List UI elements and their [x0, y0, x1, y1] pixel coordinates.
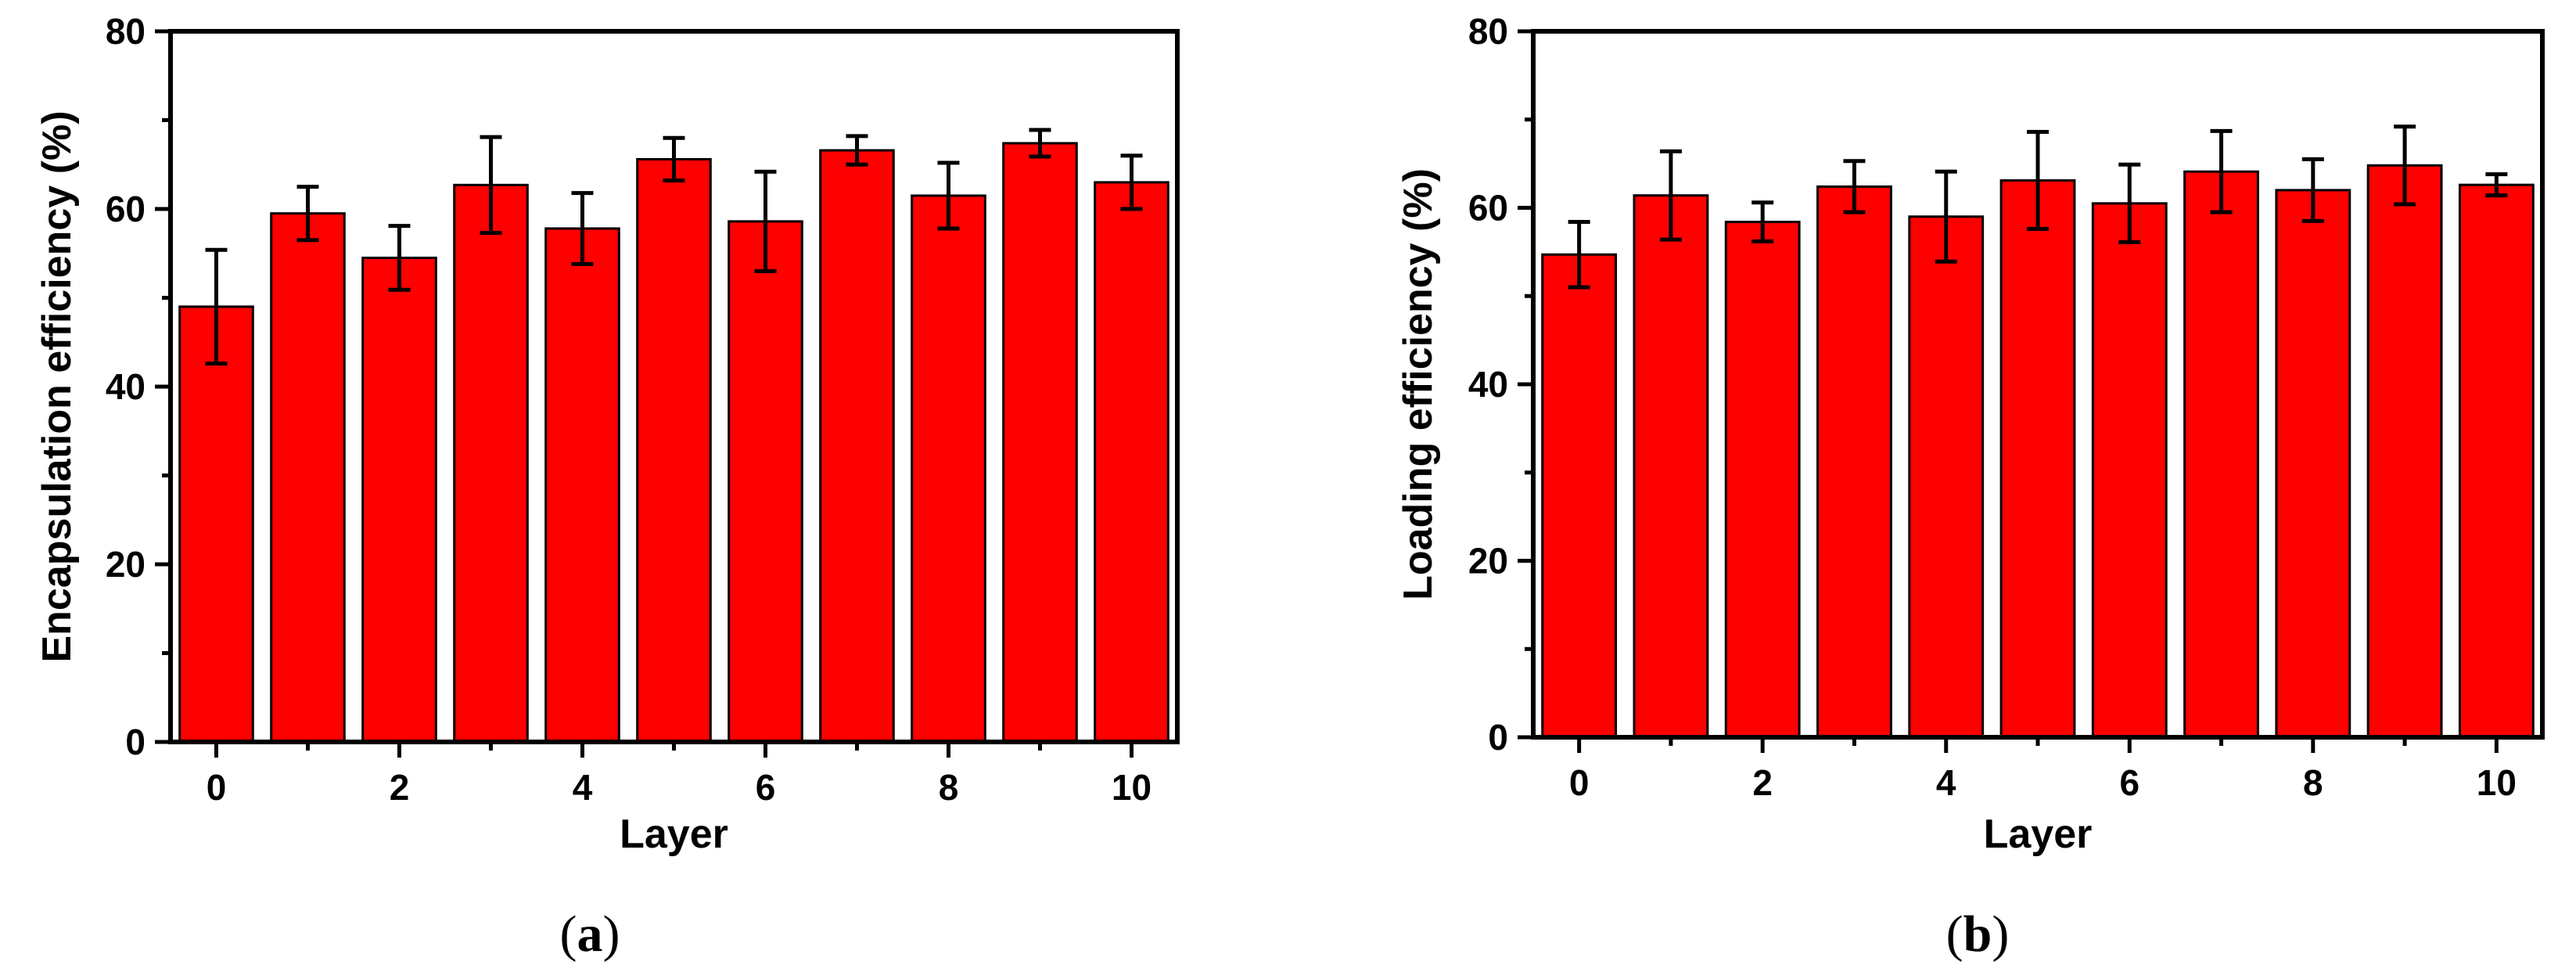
panel-a-error-bar-1 — [296, 185, 319, 243]
panel-a-y-tick-label: 40 — [106, 366, 146, 407]
panel-b-error-bar-0 — [1568, 220, 1590, 290]
panel-a-error-bar-0 — [205, 247, 228, 365]
panel-a-label-letter: a — [577, 906, 603, 963]
panel-b-bar-9 — [2366, 164, 2443, 739]
panel-b-bar-7 — [2183, 170, 2259, 739]
panel-a-bar-5 — [636, 157, 712, 744]
panel-a-x-axis-title: Layer — [620, 812, 728, 857]
panel-a-error-bars — [205, 128, 1143, 365]
panel-b-y-axis-title: Loading efficiency (%) — [1396, 168, 1441, 600]
panel-a-error-bar-6 — [754, 169, 777, 273]
panel-b-error-bar-9 — [2394, 124, 2416, 207]
panel-b-bar-3 — [1816, 185, 1892, 739]
panel-a-label: (a) — [560, 906, 620, 963]
panel-a-error-bar-7 — [846, 134, 868, 167]
panel-b-y-tick-label: 40 — [1468, 364, 1508, 405]
panel-a-x-tick-label: 2 — [390, 767, 410, 808]
panel-b-error-bar-8 — [2301, 157, 2324, 223]
panel-b-error-bar-10 — [2485, 172, 2508, 198]
panel-b-error-bar-2 — [1751, 200, 1774, 243]
panel-a-y-axis-ticks: 0 20 40 60 80 — [106, 11, 171, 762]
panel-a-error-bar-4 — [571, 191, 594, 266]
panel-b-plot-frame — [1531, 29, 2545, 740]
panel-b-error-bar-4 — [1935, 169, 1957, 264]
panel-a-y-tick-label: 60 — [106, 189, 146, 229]
panel-b-x-tick-label: 4 — [1936, 762, 1956, 803]
panel-a-y-axis-title: Encapsulation efficiency (%) — [34, 110, 80, 662]
panel-a-x-tick-label: 6 — [756, 767, 776, 808]
panel-b-bar-6 — [2091, 202, 2168, 739]
panel-a-error-bar-8 — [937, 160, 960, 231]
panel-b-error-bar-1 — [1659, 149, 1682, 242]
panel-a-bar-7 — [819, 149, 895, 744]
panel-a-error-bar-2 — [388, 224, 411, 292]
panel-a-bar-4 — [544, 227, 620, 744]
panel-b-x-tick-label: 6 — [2119, 762, 2139, 803]
panel-b-bar-1 — [1633, 194, 1709, 739]
panel-b-y-tick-label: 20 — [1468, 541, 1508, 582]
panel-b-label: (b) — [1946, 906, 2010, 963]
panel-a-error-bar-3 — [480, 135, 502, 236]
panel-b-x-tick-label: 10 — [2477, 762, 2517, 803]
panel-b-bar-2 — [1724, 221, 1801, 739]
panel-b-y-tick-label: 60 — [1468, 188, 1508, 229]
panel-a-x-tick-label: 4 — [573, 767, 593, 808]
panel-a-y-tick-label: 80 — [106, 11, 146, 52]
panel-b-label-letter: b — [1963, 906, 1992, 963]
panel-a-y-tick-label: 20 — [106, 544, 146, 585]
panel-b-error-bar-3 — [1843, 159, 1866, 214]
panel-b-error-bars — [1568, 124, 2508, 290]
panel-b-bar-8 — [2275, 189, 2351, 739]
panel-a-bar-3 — [453, 183, 529, 744]
panel-a-x-tick-label: 10 — [1112, 767, 1151, 808]
panel-b-x-axis-title: Layer — [1984, 812, 2093, 857]
panel-b-error-bar-7 — [2210, 128, 2233, 214]
panel-b-bar-0 — [1541, 253, 1618, 739]
panel-a-bar-10 — [1094, 181, 1169, 744]
panel-b-y-tick-label: 80 — [1468, 11, 1508, 52]
panel-a-bar-8 — [911, 194, 986, 744]
panel-b-error-bar-6 — [2118, 162, 2141, 244]
panel-a-x-tick-label: 0 — [207, 767, 227, 808]
panel-a-bar-9 — [1002, 142, 1078, 744]
panel-b-x-axis-ticks: 0 2 4 6 8 10 — [1569, 737, 2517, 803]
panel-a-bar-0 — [178, 305, 254, 744]
panel-a-x-tick-label: 8 — [939, 767, 959, 808]
panel-b-loading-chart: 0 20 40 60 80 0 2 4 6 8 10 Layer Loading efficien… — [1396, 11, 2545, 963]
panel-b-error-bar-5 — [2027, 130, 2049, 232]
panel-a-error-bar-9 — [1029, 128, 1051, 159]
panel-a-x-axis-ticks: 0 2 4 6 8 10 — [207, 742, 1151, 808]
panel-a-bar-6 — [728, 220, 803, 744]
panel-b-x-tick-label: 2 — [1752, 762, 1773, 803]
panel-b-bar-4 — [1908, 215, 1985, 739]
panel-b-y-tick-label: 0 — [1488, 717, 1508, 758]
panel-a-bars — [178, 142, 1169, 744]
panel-b-bars — [1541, 164, 2535, 739]
panel-b-x-tick-label: 8 — [2303, 762, 2323, 803]
panel-a-error-bar-5 — [663, 135, 685, 183]
panel-a-error-bar-10 — [1120, 153, 1143, 211]
panel-b-x-tick-label: 0 — [1569, 762, 1590, 803]
panel-a-plot-frame — [168, 29, 1180, 744]
panel-a-encapsulation-chart: 0 20 40 60 80 0 2 4 6 8 10 Layer Encapsulation ef… — [34, 11, 1180, 963]
panel-b-y-axis-ticks: 0 20 40 60 80 — [1468, 11, 1533, 758]
panel-a-bar-2 — [361, 256, 437, 744]
panel-b-bar-5 — [1999, 179, 2076, 739]
panel-b-bar-10 — [2458, 183, 2535, 739]
panel-a-y-tick-label: 0 — [125, 722, 146, 762]
panel-a-bar-1 — [270, 212, 346, 744]
